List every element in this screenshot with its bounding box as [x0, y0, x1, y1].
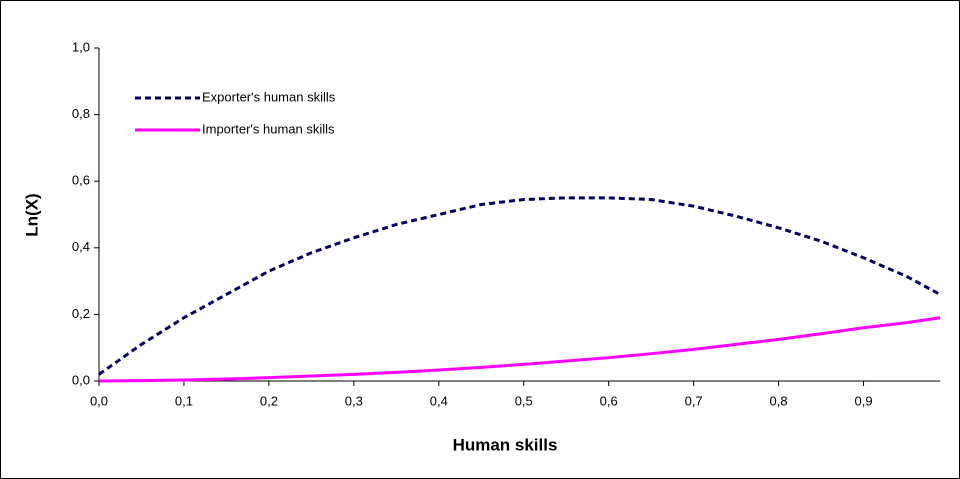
x-tick-label: 0,9: [855, 393, 873, 408]
x-tick-label: 0,1: [175, 393, 193, 408]
y-tick-label: 0,8: [72, 106, 90, 121]
legend-label: Importer's human skills: [202, 121, 335, 136]
y-tick-label: 0,0: [72, 372, 90, 387]
y-tick-label: 1,0: [72, 39, 90, 54]
x-axis-title: Human skills: [453, 435, 558, 454]
y-tick-label: 0,2: [72, 306, 90, 321]
series-line: [98, 196, 941, 376]
legend-label: Exporter's human skills: [202, 89, 336, 104]
y-tick-label: 0,6: [72, 173, 90, 188]
x-tick-label: 0,4: [430, 393, 448, 408]
x-tick-label: 0,3: [345, 393, 363, 408]
x-tick-label: 0,5: [515, 393, 533, 408]
y-tick-label: 0,4: [72, 239, 90, 254]
x-tick-label: 0,2: [260, 393, 278, 408]
series-line: [98, 316, 941, 383]
x-tick-label: 0,6: [600, 393, 618, 408]
x-tick-label: 0,8: [770, 393, 788, 408]
x-tick-label: 0,7: [685, 393, 703, 408]
y-axis-title: Ln(X): [22, 193, 41, 236]
x-tick-label: 0,0: [90, 393, 108, 408]
